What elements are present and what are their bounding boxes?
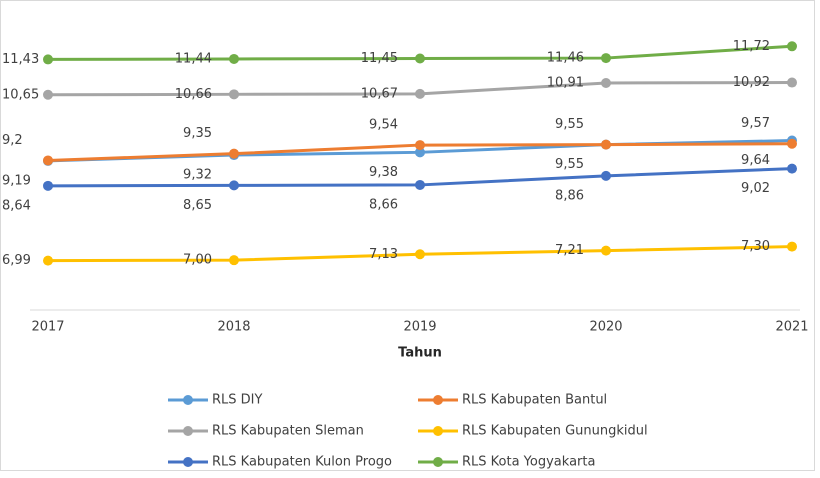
data-point [229, 255, 239, 266]
data-point [415, 53, 425, 64]
chart-frame [0, 0, 815, 471]
data-label: 7,00 [183, 253, 212, 268]
data-point [43, 180, 53, 191]
data-label: 10,65 [2, 87, 39, 102]
legend-label: RLS Kota Yogyakarta [462, 455, 595, 470]
data-label: 9,54 [369, 118, 398, 133]
legend-label: RLS Kabupaten Sleman [212, 424, 364, 439]
data-label: 11,43 [2, 52, 39, 67]
data-point [229, 89, 239, 100]
data-point [601, 139, 611, 150]
data-point [43, 54, 53, 65]
data-point [787, 41, 797, 52]
data-label: 8,65 [183, 198, 212, 213]
data-label: 9,19 [2, 173, 31, 188]
x-tick-label: 2019 [403, 320, 436, 335]
data-label: 9,35 [183, 126, 212, 141]
data-label: 11,72 [733, 39, 770, 54]
legend-swatch-dot [433, 426, 443, 436]
data-label: 8,66 [369, 197, 398, 212]
data-point [229, 180, 239, 191]
legend-swatch-dot [183, 426, 193, 436]
data-label: 11,46 [547, 51, 584, 66]
data-point [601, 170, 611, 181]
legend-label: RLS Kabupaten Bantul [462, 393, 607, 408]
legend-label: RLS Kabupaten Kulon Progo [212, 455, 392, 470]
data-label: 10,66 [175, 87, 212, 102]
data-label: 10,67 [361, 86, 398, 101]
data-label: 9,02 [741, 181, 770, 196]
data-label: 10,92 [733, 75, 770, 90]
data-point [601, 53, 611, 64]
data-label: 11,45 [361, 51, 398, 66]
legend-swatch-dot [433, 395, 443, 405]
data-point [415, 249, 425, 260]
data-label: 9,64 [741, 153, 770, 168]
data-point [43, 255, 53, 266]
legend-swatch-dot [183, 395, 193, 405]
x-axis-title: Tahun [398, 346, 442, 361]
legend-label: RLS DIY [212, 393, 263, 408]
data-label: 8,64 [2, 198, 31, 213]
data-point [787, 138, 797, 149]
x-tick-label: 2021 [775, 320, 808, 335]
data-point [787, 77, 797, 88]
x-tick-label: 2020 [589, 320, 622, 335]
data-point [415, 147, 425, 158]
data-point [787, 163, 797, 174]
data-point [601, 77, 611, 88]
data-label: 9,2 [2, 133, 23, 148]
legend-label: RLS Kabupaten Gunungkidul [462, 424, 648, 439]
legend-swatch-dot [433, 457, 443, 467]
data-point [415, 88, 425, 99]
data-label: 10,91 [547, 75, 584, 90]
data-point [601, 245, 611, 256]
data-label: 9,57 [741, 116, 770, 131]
data-point [43, 155, 53, 166]
data-point [415, 140, 425, 151]
data-label: 9,55 [555, 157, 584, 172]
data-label: 7,21 [555, 243, 584, 258]
data-point [415, 179, 425, 190]
data-label: 11,44 [175, 51, 212, 66]
data-label: 6,99 [2, 253, 31, 268]
data-label: 7,13 [369, 247, 398, 262]
data-label: 7,30 [741, 239, 770, 254]
data-point [229, 148, 239, 159]
data-label: 9,38 [369, 165, 398, 180]
data-point [43, 89, 53, 100]
x-tick-label: 2018 [217, 320, 250, 335]
data-point [229, 53, 239, 64]
data-label: 9,32 [183, 168, 212, 183]
data-label: 8,86 [555, 188, 584, 203]
data-label: 9,55 [555, 117, 584, 132]
data-point [787, 241, 797, 252]
legend-swatch-dot [183, 457, 193, 467]
x-tick-label: 2017 [31, 320, 64, 335]
